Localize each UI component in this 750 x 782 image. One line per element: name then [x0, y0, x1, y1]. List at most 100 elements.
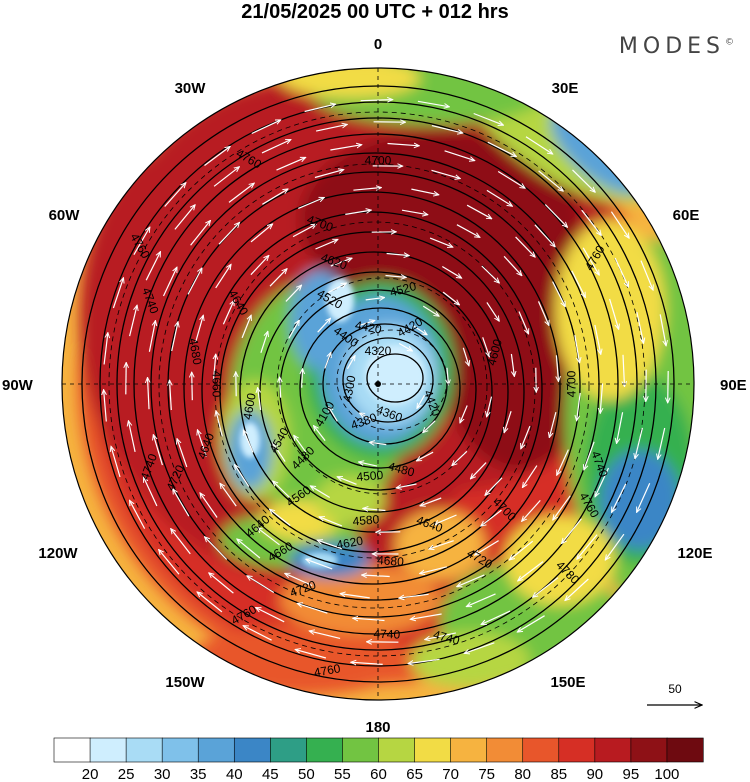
colorbar-swatch: [522, 737, 560, 763]
wind-vector: [549, 411, 557, 438]
wind-vector: [411, 188, 439, 195]
colorbar-label: 70: [442, 766, 459, 782]
wind-vector: [422, 305, 439, 316]
wind-vector: [330, 145, 361, 151]
colorbar-swatch: [594, 737, 632, 763]
colorbar-label: 30: [154, 766, 171, 782]
wind-vector: [197, 430, 207, 457]
lon-label-60w: 60W: [49, 207, 81, 224]
wind-vector: [464, 642, 495, 654]
relative-humidity-field: [62, 68, 694, 700]
wind-vector: [481, 265, 500, 283]
colorbar-label: 90: [586, 766, 603, 782]
wind-vector: [346, 356, 356, 370]
wind-vector: [153, 435, 163, 466]
colorbar-label: 80: [514, 766, 531, 782]
wind-vector: [142, 477, 158, 507]
wind-vector: [215, 264, 231, 289]
wind-vector: [481, 509, 502, 526]
wind-vector: [362, 575, 390, 577]
colorbar-label: 25: [118, 766, 135, 782]
wind-vector: [571, 270, 586, 298]
wind-vector: [497, 170, 525, 189]
wind-vector: [486, 189, 513, 206]
colorbar-swatch: [270, 737, 307, 763]
wind-vector: [447, 367, 449, 385]
wind-vector: [481, 610, 511, 626]
wind-vector: [610, 483, 627, 513]
wind-vector: [324, 352, 331, 369]
wind-vector: [298, 198, 324, 209]
wind-vector: [251, 119, 281, 135]
lon-label-30w: 30W: [175, 80, 207, 97]
wind-vector: [574, 334, 580, 363]
wind-vector: [518, 561, 544, 581]
wind-vector: [410, 613, 442, 619]
wind-vector: [302, 369, 303, 388]
wind-vector: [503, 255, 522, 275]
lon-label-180: 180: [365, 719, 390, 736]
colorbar-swatch: [161, 737, 199, 763]
wind-vector: [177, 439, 188, 468]
wind-vector: [605, 533, 625, 560]
wind-vector: [247, 576, 275, 594]
wind-vector: [306, 559, 333, 570]
wind-vector: [309, 631, 341, 639]
map-title: 21/05/2025 00 UTC + 012 hrs: [241, 1, 509, 23]
wind-vector: [104, 390, 107, 422]
colorbar-swatch: [53, 737, 91, 763]
wind-vector: [385, 276, 407, 278]
colorbar-swatch: [558, 737, 596, 763]
wind-vector: [235, 465, 250, 487]
contour-label: 4740: [373, 627, 400, 642]
contour-label: 4600: [240, 392, 258, 421]
wind-vector: [466, 593, 496, 608]
lon-label-120w: 120W: [38, 545, 78, 562]
wind-vector: [353, 188, 381, 191]
wind-vector: [270, 509, 291, 526]
wind-vector: [190, 220, 211, 246]
wind-vector: [482, 337, 490, 357]
colorbar-swatch: [306, 737, 344, 763]
vector-scale-label: 50: [668, 682, 682, 696]
wind-vector: [417, 100, 450, 107]
pole-marker: [375, 381, 381, 387]
contour-label: 4680: [377, 553, 405, 569]
wind-vector: [553, 495, 571, 520]
wind-vector: [584, 441, 595, 470]
colorbar-label: 45: [262, 766, 279, 782]
wind-vector: [204, 146, 231, 166]
wind-vector: [510, 353, 514, 377]
wind-vector: [128, 421, 136, 453]
contour-label: 4600: [484, 337, 505, 367]
wind-vector: [250, 255, 269, 276]
lon-label-120e: 120E: [677, 545, 712, 562]
wind-vector: [537, 301, 550, 325]
contour-label: 4660: [210, 371, 224, 398]
wind-vector: [351, 662, 383, 664]
contour-label: 4740: [432, 627, 462, 648]
wind-vector: [521, 425, 531, 449]
wind-vector: [515, 236, 536, 257]
wind-vector: [457, 574, 485, 587]
wind-vector: [509, 540, 534, 560]
wind-vector: [111, 446, 121, 478]
wind-vector: [444, 150, 475, 161]
colorbar-swatch: [486, 737, 524, 763]
wind-vector: [133, 227, 150, 256]
wind-vector: [636, 482, 651, 512]
wind-vector: [220, 483, 237, 507]
wind-vector: [473, 112, 504, 126]
wind-vector: [475, 540, 499, 556]
wind-vector: [417, 394, 426, 408]
wind-vector: [258, 388, 262, 411]
wind-vector: [600, 383, 602, 414]
wind-vector: [487, 396, 493, 417]
wind-vector: [431, 125, 463, 134]
wind-vector: [640, 260, 653, 291]
wind-vector: [314, 426, 326, 441]
wind-vector: [525, 136, 553, 154]
contour-label: 4760: [313, 661, 342, 679]
wind-vector: [556, 355, 558, 381]
wind-vector: [420, 497, 442, 506]
